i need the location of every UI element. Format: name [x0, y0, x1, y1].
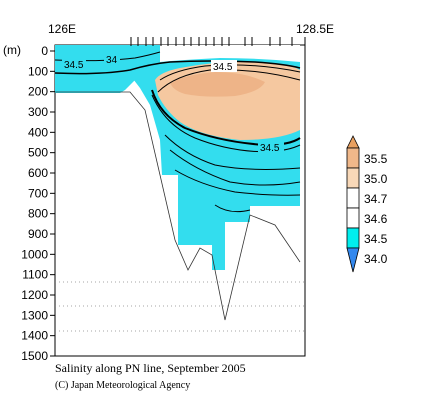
colorbar-label-3: 34.6 — [364, 212, 388, 226]
contour-label-2: 34 — [106, 55, 118, 66]
colorbar-seg-3 — [346, 187, 360, 209]
salinity-field — [55, 45, 300, 270]
contour-label-4: 34.5 — [260, 143, 280, 154]
high-salinity-inner — [170, 72, 265, 97]
y-tick-label: 1200 — [21, 288, 48, 302]
colorbar-label-4: 34.5 — [364, 232, 388, 246]
y-tick-label: 600 — [28, 166, 48, 180]
colorbar-label-5: 34.0 — [364, 252, 388, 266]
y-tick-label: 1400 — [21, 329, 48, 343]
y-tick-label: 700 — [28, 186, 48, 200]
colorbar-label-1: 35.0 — [364, 172, 388, 186]
contour-label-group: 34.5 34 34.5 34.5 — [62, 53, 284, 154]
y-tick-label: 1000 — [21, 247, 48, 261]
y-tick-label: 300 — [28, 105, 48, 119]
x-label-right: 128.5E — [296, 22, 334, 36]
y-tick-label: 100 — [28, 64, 48, 78]
depth-gridlines — [55, 281, 305, 332]
colorbar-label-2: 34.7 — [364, 192, 388, 206]
y-tick-label: 500 — [28, 146, 48, 160]
colorbar-seg-2 — [346, 167, 360, 189]
y-tick-label: 900 — [28, 227, 48, 241]
colorbar: 35.5 35.0 34.7 34.6 34.5 34.0 — [346, 135, 388, 273]
y-unit-label: (m) — [3, 43, 21, 57]
colorbar-top-triangle — [346, 135, 360, 149]
colorbar-label-0: 35.5 — [364, 152, 388, 166]
colorbar-seg-5 — [346, 227, 360, 249]
surface-white — [160, 45, 300, 62]
y-axis: 0 100 200 300 400 500 600 700 800 900 1000 1100 1200… — [21, 44, 55, 363]
colorbar-seg-1 — [346, 147, 360, 169]
colorbar-seg-4 — [346, 207, 360, 229]
figure-caption: Salinity along PN line, September 2005 — [55, 361, 246, 375]
contour-label-1: 34.5 — [64, 60, 84, 71]
colorbar-bottom-triangle — [346, 247, 360, 273]
y-tick-label: 800 — [28, 207, 48, 221]
y-tick-label: 400 — [28, 125, 48, 139]
x-label-left: 126E — [48, 22, 76, 36]
y-tick-label: 200 — [28, 85, 48, 99]
figure-credit: (C) Japan Meteorological Agency — [55, 380, 190, 391]
y-tick-label: 1100 — [22, 268, 48, 282]
y-tick-label: 1300 — [21, 308, 48, 322]
contour-lines — [54, 51, 301, 213]
bottom-topography — [55, 91, 301, 321]
contour-label-3: 34.5 — [213, 62, 233, 73]
y-tick-label: 0 — [41, 44, 48, 58]
station-ticks — [130, 37, 306, 46]
y-tick-label: 1500 — [21, 349, 48, 363]
